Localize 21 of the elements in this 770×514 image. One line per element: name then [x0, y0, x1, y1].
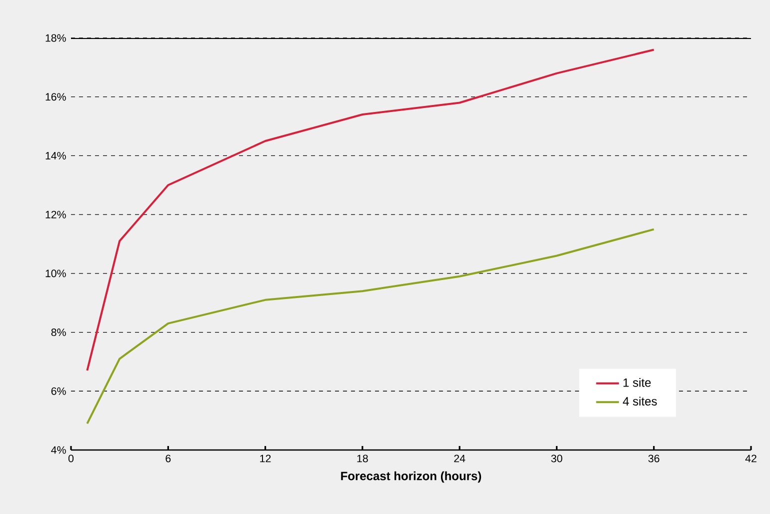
line-series: [86, 48, 655, 372]
x-tick-label: 0: [68, 454, 74, 462]
y-tick-label: 8%: [51, 328, 66, 336]
x-tick-label: 36: [648, 454, 660, 462]
y-tick-label: 4%: [51, 446, 66, 454]
y-tick-label: 6%: [51, 387, 66, 395]
y-tick-label: 16%: [46, 93, 66, 101]
x-tick-label: 30: [551, 454, 562, 462]
x-tick-label: 24: [454, 454, 466, 462]
y-tick-label: 18%: [46, 34, 66, 42]
x-axis-title: Forecast horizon (hours): [341, 471, 482, 483]
x-tick-label: 6: [166, 454, 171, 462]
y-tick-label: 10%: [46, 270, 66, 278]
x-tick-label: 42: [745, 454, 756, 462]
line-series: [86, 228, 655, 425]
legend-label: 4 sites: [622, 396, 657, 406]
y-tick-label: 12%: [46, 210, 66, 218]
x-tick-label: 12: [260, 454, 271, 462]
y-tick-label: 14%: [46, 152, 66, 160]
x-tick-label: 18: [357, 454, 368, 462]
legend-label: 1 site: [624, 378, 651, 387]
